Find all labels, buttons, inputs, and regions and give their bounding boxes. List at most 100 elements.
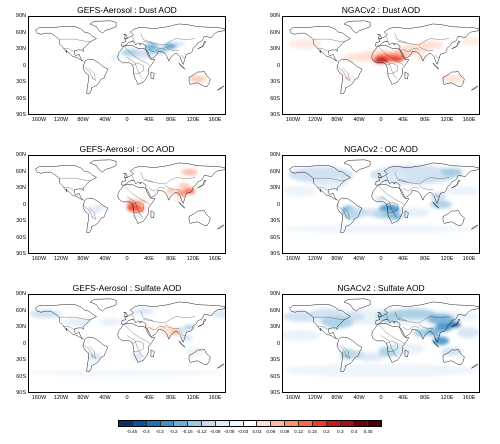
longitude-tick-label: 80W (77, 117, 89, 123)
aod-anomaly-blob (283, 311, 316, 322)
latitude-axis: 90N 60N 30N 0 30S 60S 90S (262, 13, 281, 118)
aod-anomaly-blob (133, 204, 145, 214)
aod-field-layer (87, 168, 198, 219)
latitude-axis: 90N 60N 30N 0 30S 60S 90S (8, 152, 27, 257)
country-border (140, 311, 154, 321)
latitude-tick-label: 90S (270, 390, 280, 396)
latitude-tick-label: 30S (270, 79, 280, 85)
aod-anomaly-blob (315, 177, 349, 189)
country-border (59, 317, 91, 320)
longitude-tick-label: 40W (353, 395, 365, 401)
coastline-layer (289, 159, 479, 233)
country-border (181, 54, 186, 59)
coastline-layer (35, 159, 225, 233)
coastline (404, 349, 409, 358)
coastline (343, 20, 371, 34)
colorbar-tick-label: -0.12 (196, 429, 207, 434)
longitude-tick-label: 0 (379, 117, 383, 123)
longitude-tick-label: 160W (285, 117, 301, 123)
longitude-tick-label: 80E (420, 117, 430, 123)
aod-anomaly-blob (372, 56, 390, 64)
panel-title: NGACv2 : Dust AOD (341, 5, 421, 15)
coastline (432, 201, 439, 209)
coastline (217, 224, 225, 230)
coastline (150, 349, 155, 358)
country-border (83, 344, 94, 357)
aod-anomaly-blob (177, 327, 186, 333)
country-border (88, 68, 96, 81)
coastline (404, 210, 409, 219)
aod-anomaly-blob (416, 54, 428, 61)
country-border (394, 33, 408, 43)
country-border (83, 205, 94, 218)
coastline (451, 180, 461, 189)
aod-field-layer (283, 165, 479, 234)
longitude-tick-label: 80E (420, 256, 430, 262)
colorbar-swatch (354, 421, 369, 426)
country-border (342, 68, 350, 81)
aod-anomaly-blob (87, 352, 101, 362)
latitude-tick-label: 90S (16, 112, 26, 118)
colorbar-swatch (215, 421, 230, 426)
country-border (181, 193, 186, 198)
colorbar-tick-label: 0.15 (308, 429, 317, 434)
latitude-tick-label: 30S (16, 218, 26, 224)
colorbar-swatch (229, 421, 244, 426)
coastline (217, 85, 225, 91)
aod-field-layer (110, 41, 206, 83)
country-border (317, 187, 329, 191)
latitude-tick-label: 30N (15, 185, 26, 191)
latitude-tick-label: 30N (15, 46, 26, 52)
aod-anomaly-blob (143, 325, 155, 332)
country-border (419, 324, 434, 330)
country-border (148, 187, 166, 192)
longitude-tick-label: 80E (420, 395, 430, 401)
longitude-tick-label: 120E (440, 395, 454, 401)
country-border (378, 185, 404, 205)
colorbar-swatch (326, 421, 341, 426)
aod-anomaly-blob (430, 200, 452, 209)
coastline (89, 159, 117, 173)
longitude-tick-label: 40W (99, 395, 111, 401)
aod-anomaly-blob (136, 55, 150, 60)
coastline (89, 298, 117, 312)
colorbar-swatch (202, 421, 216, 426)
colorbar-tick-label: -0.45 (126, 429, 138, 434)
coastline (188, 349, 211, 365)
longitude-tick-label: 40W (99, 117, 111, 123)
coastline-layer (35, 20, 225, 94)
country-border (126, 196, 144, 219)
longitude-tick-label: 0 (379, 395, 383, 401)
country-border (317, 48, 329, 52)
country-border (394, 311, 408, 321)
aod-anomaly-blob (186, 347, 204, 356)
country-border (313, 39, 345, 42)
coastline-layer (35, 298, 225, 372)
latitude-tick-label: 90S (270, 251, 280, 257)
longitude-tick-label: 40E (398, 256, 408, 262)
longitude-tick-label: 80E (166, 395, 176, 401)
country-border (378, 324, 404, 344)
latitude-axis: 90N 60N 30N 0 30S 60S 90S (8, 13, 27, 118)
colorbar-swatch (368, 421, 382, 426)
country-border (130, 314, 134, 320)
latitude-tick-label: 0 (22, 340, 26, 347)
coastline (375, 23, 479, 65)
map-panel-6: NGACv2 : Sulfate AOD 90N 60N 30N 0 30S 60S 90S 1… (262, 282, 480, 410)
latitude-tick-label: 60N (15, 29, 26, 36)
aod-anomaly-blob (416, 40, 444, 50)
latitude-tick-label: 60S (16, 234, 26, 241)
map-plot-area (282, 294, 480, 393)
country-border (435, 54, 440, 59)
longitude-tick-label: 160E (462, 117, 476, 123)
country-border (397, 316, 450, 324)
aod-anomaly-blob (110, 54, 122, 61)
country-border (419, 46, 434, 52)
aod-anomaly-blob (440, 74, 463, 84)
coastline (336, 336, 363, 372)
coastline (117, 184, 156, 224)
country-border (148, 326, 166, 331)
map-panel-3: GEFS-Aerosol : OC AOD 90N 60N 30N 0 30S 60S 90S… (8, 143, 226, 271)
coastline (343, 298, 371, 312)
latitude-tick-label: 0 (276, 340, 280, 347)
